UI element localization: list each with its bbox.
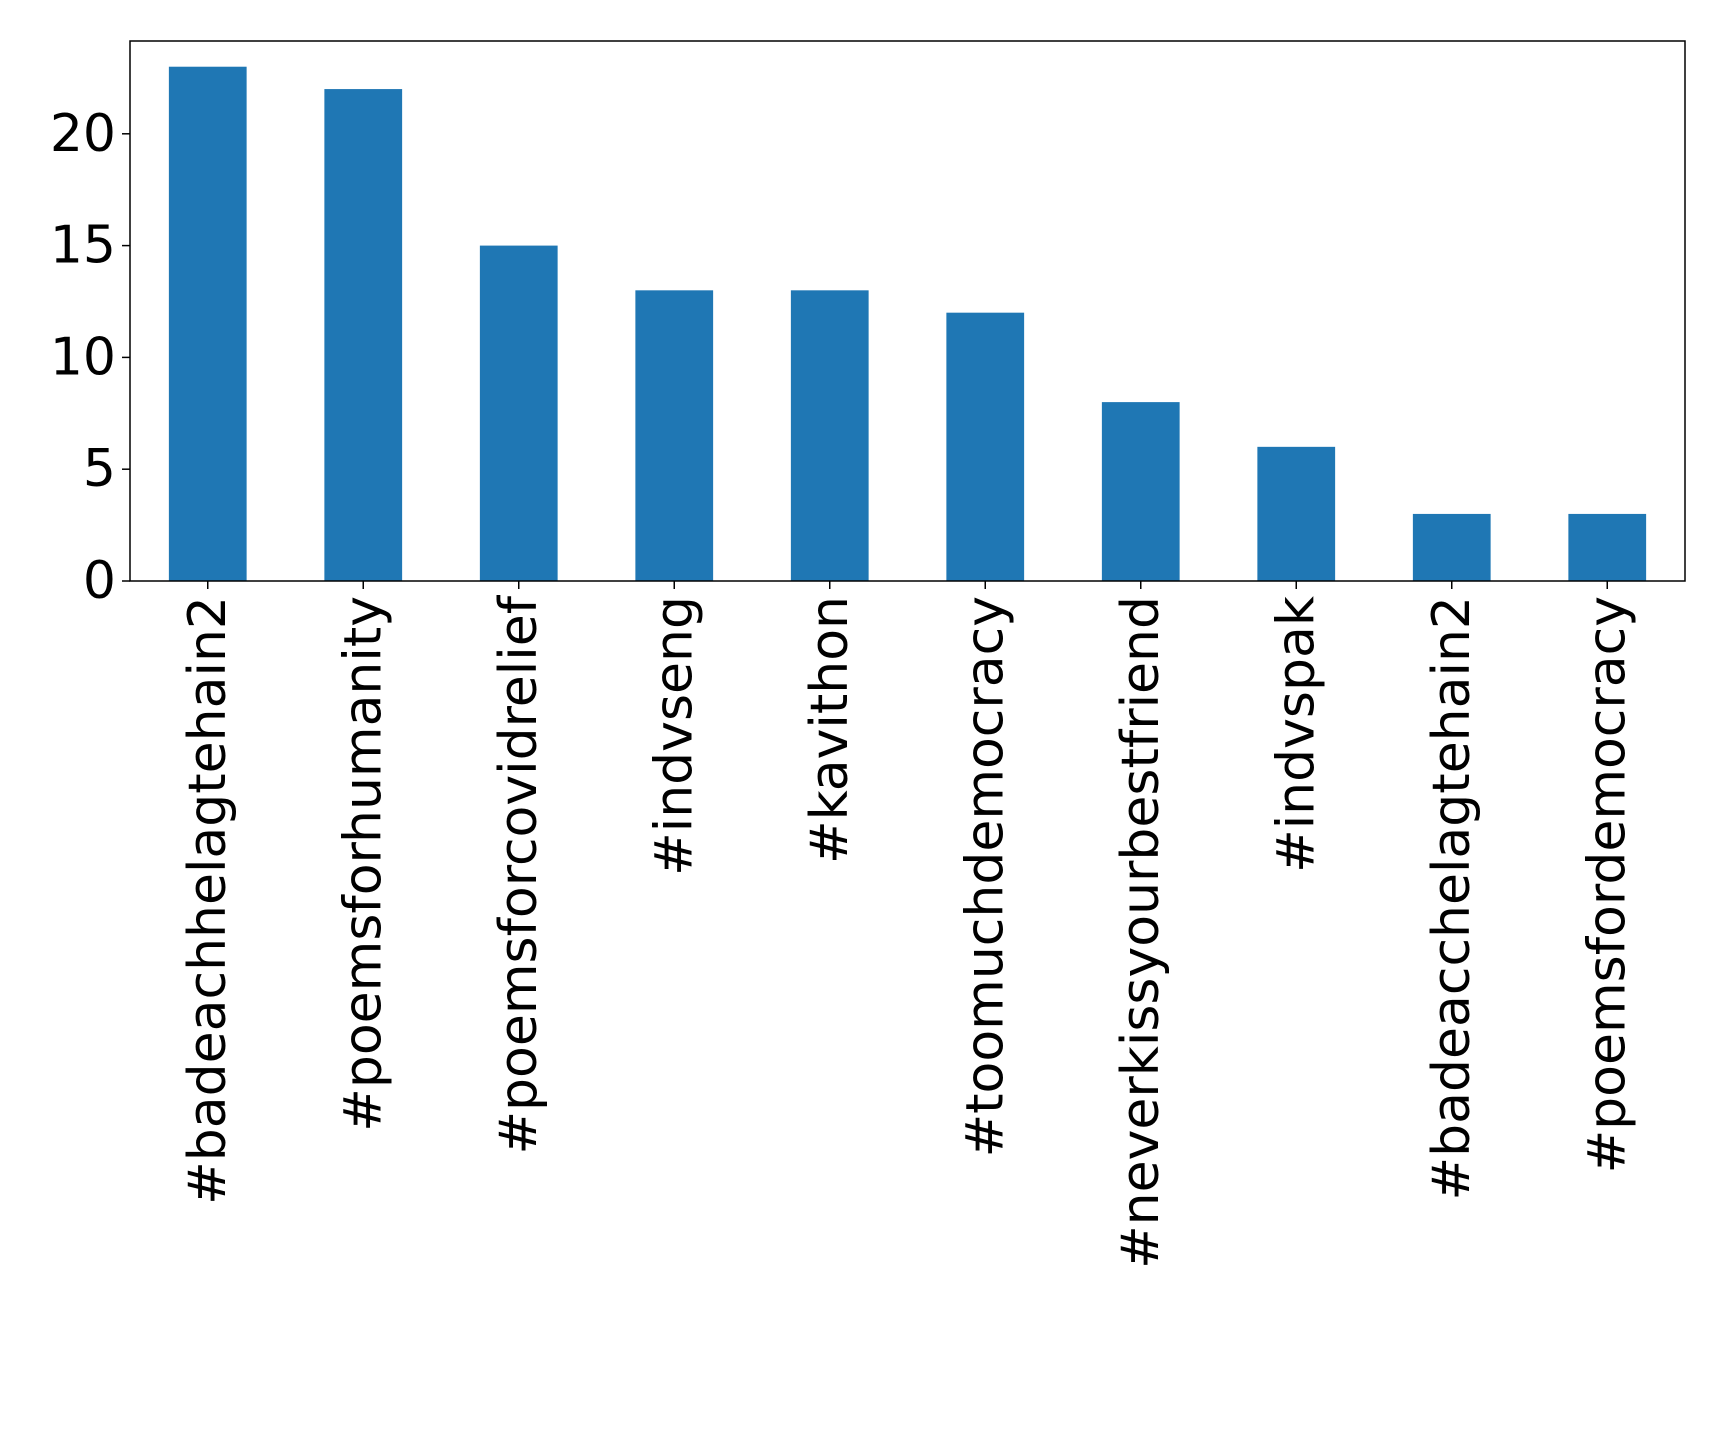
bar-badeacchelagtehain2 <box>1412 513 1491 581</box>
y-tick-label: 10 <box>50 327 116 387</box>
y-axis: 0 5 10 15 20 <box>50 104 130 611</box>
x-tick-label: #badeacchelagtehain2 <box>1422 596 1482 1200</box>
x-tick-label: #badeachhelagtehain2 <box>178 596 238 1205</box>
x-tick-label: #toomuchdemocracy <box>955 596 1015 1157</box>
bar-indvseng <box>635 290 714 581</box>
bar-indvspak <box>1257 446 1336 581</box>
x-tick-label: #neverkissyourbestfriend <box>1111 596 1171 1269</box>
x-tick-label: #poemsfordemocracy <box>1577 596 1637 1173</box>
bar-poemsforhumanity <box>324 89 403 582</box>
y-tick-label: 20 <box>50 104 116 164</box>
y-tick-label: 15 <box>50 216 116 276</box>
x-axis: #badeachhelagtehain2 #poemsforhumanity #po… <box>178 581 1637 1269</box>
y-tick-label: 5 <box>83 439 116 499</box>
bar-kavithon <box>790 290 869 581</box>
x-tick-label: #poemsforcovidrelief <box>489 594 549 1154</box>
bars-group <box>168 66 1647 582</box>
bar-poemsfordemocracy <box>1568 513 1647 581</box>
bar-neverkissyourbestfriend <box>1101 402 1180 581</box>
y-tick-label: 0 <box>83 551 116 611</box>
x-tick-label: #indvseng <box>644 596 704 876</box>
bar-badeachhelagtehain2 <box>168 66 247 581</box>
x-tick-label: #poemsforhumanity <box>333 596 393 1132</box>
bar-toomuchdemocracy <box>946 312 1025 581</box>
bar-poemsforcovidrelief <box>479 245 558 582</box>
x-tick-label: #indvspak <box>1266 596 1326 873</box>
plot-frame <box>129 40 1686 582</box>
x-tick-label: #kavithon <box>800 596 860 864</box>
